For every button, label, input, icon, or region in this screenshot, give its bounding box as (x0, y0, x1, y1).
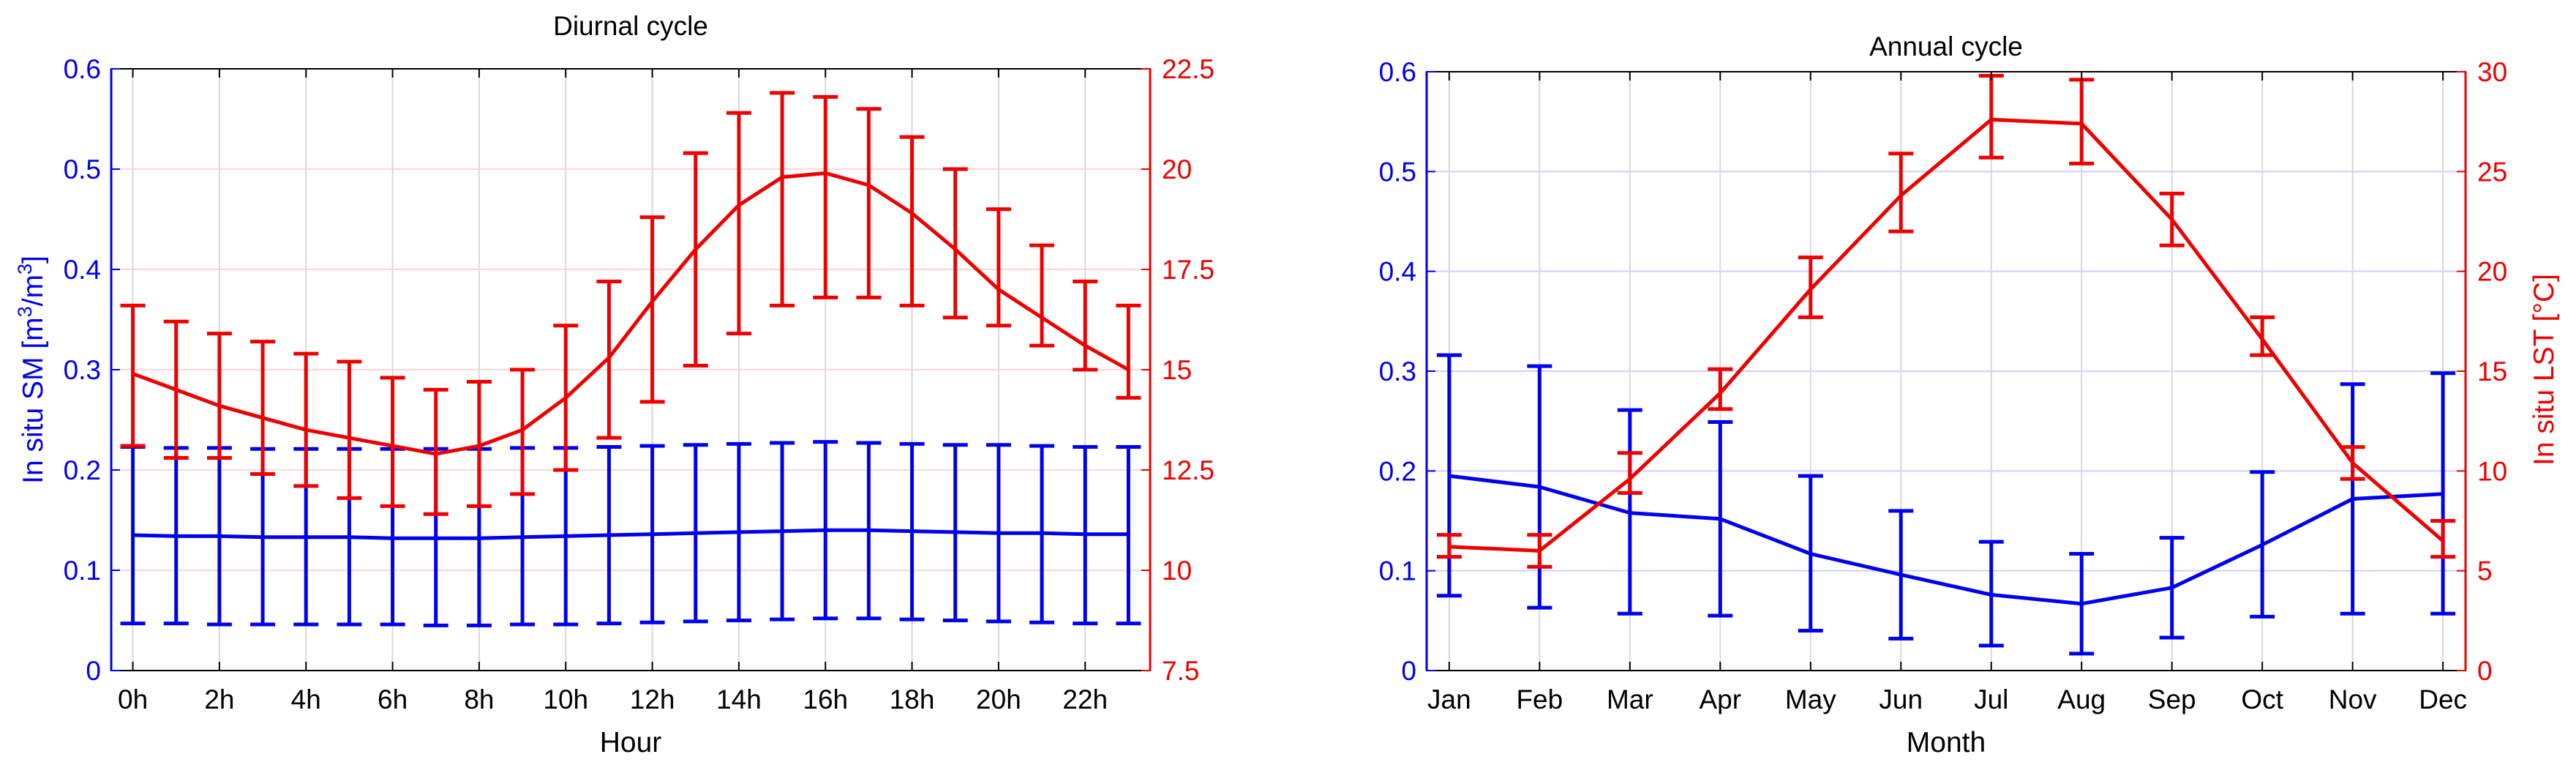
annual-right-y-tick-label: 25 (2477, 157, 2507, 187)
diurnal-x-tick-label: 4h (291, 684, 321, 714)
annual-x-tick-label: Nov (2329, 684, 2377, 714)
diurnal-x-axis-label: Hour (600, 727, 662, 758)
diurnal-left-y-tick-label: 0 (86, 656, 101, 686)
annual-x-tick-label: Mar (1607, 684, 1653, 714)
annual-right-y-axis-label: In situ LST [°C] (2528, 274, 2560, 466)
diurnal-x-tick-label: 0h (118, 684, 148, 714)
annual-x-tick-label: Jan (1427, 684, 1471, 714)
annual-left-y-tick-label: 0.1 (1379, 556, 1416, 586)
diurnal-left-y-tick-label: 0.5 (64, 154, 101, 184)
diurnal-left-y-tick-label: 0.2 (64, 455, 101, 485)
annual-x-tick-label: Oct (2241, 684, 2283, 714)
ylabel-part-post: ] (18, 255, 49, 264)
annual-x-tick-label: Aug (2057, 684, 2106, 714)
diurnal-right-y-tick-label: 7.5 (1162, 656, 1199, 686)
annual-sm-series-line (1449, 474, 2444, 606)
diurnal-x-tick-label: 10h (543, 684, 588, 714)
annual-x-tick-label: Jun (1879, 684, 1923, 714)
annual-x-tick-label: Apr (1700, 684, 1742, 714)
annual-left-y-tick-label: 0 (1401, 656, 1416, 686)
annual-left-y-tick-label: 0.4 (1379, 257, 1416, 287)
annual-right-y-tick-label: 15 (2477, 357, 2507, 387)
diurnal-right-y-tick-label: 10 (1162, 556, 1192, 586)
annual-x-tick-label: May (1785, 684, 1836, 714)
annual-x-axis-label: Month (1907, 727, 1986, 758)
diurnal-x-tick-label: 20h (976, 684, 1021, 714)
annual-series (1436, 73, 2456, 656)
diurnal-x-tick-label: 18h (890, 684, 935, 714)
annual-x-tick-label: Jul (1974, 684, 2008, 714)
diurnal-chart-title: Diurnal cycle (553, 11, 708, 41)
annual-x-tick-label: Sep (2148, 684, 2196, 714)
annual-right-y-tick-label: 10 (2477, 456, 2507, 486)
ylabel-part-sup2: 3 (14, 264, 36, 275)
annual-x-tick-label: Feb (1516, 684, 1563, 714)
ylabel-part-mid: /m (18, 275, 49, 306)
annual-left-y-tick-label: 0.5 (1379, 157, 1416, 187)
diurnal-left-y-axis-label: In situ SM [m3/m3] (14, 255, 49, 484)
diurnal-right-y-tick-label: 12.5 (1162, 455, 1214, 485)
ylabel-part-sup1: 3 (14, 306, 36, 317)
diurnal-sm-series-line (132, 528, 1129, 540)
annual-grid (1427, 72, 2466, 671)
diurnal-x-tick-label: 16h (803, 684, 848, 714)
diurnal-x-tick-label: 6h (378, 684, 408, 714)
diurnal-series (120, 91, 1141, 627)
annual-right-y-tick-label: 20 (2477, 257, 2507, 287)
annual-left-y-tick-label: 0.6 (1379, 57, 1416, 87)
annual-chart-title: Annual cycle (1869, 31, 2023, 61)
annual-left-y-tick-label: 0.3 (1379, 357, 1416, 387)
diurnal-left-y-tick-label: 0.1 (64, 556, 101, 586)
diurnal-right-y-tick-label: 20 (1162, 154, 1192, 184)
diurnal-lst-series-line (132, 171, 1130, 456)
diurnal-left-y-tick-label: 0.3 (64, 355, 101, 385)
diurnal-x-tick-label: 2h (204, 684, 234, 714)
annual-right-y-tick-label: 5 (2477, 556, 2493, 586)
diurnal-x-tick-label: 12h (630, 684, 675, 714)
diurnal-right-y-tick-label: 15 (1162, 355, 1192, 385)
diurnal-axes: 0h 2h 4h 6h 8h 10h 12h 14h 16h 18h 20h 22h 0 0.1 0.2 0.… (64, 54, 1214, 714)
annual-x-tick-label: Dec (2419, 684, 2467, 714)
diurnal-grid (111, 69, 1150, 671)
annual-right-y-tick-label: 0 (2477, 656, 2493, 686)
diurnal-x-tick-label: 8h (464, 684, 494, 714)
ylabel-part-pre: In situ SM [m (18, 317, 49, 484)
diurnal-x-tick-label: 22h (1062, 684, 1108, 714)
diurnal-x-tick-label: 14h (716, 684, 762, 714)
diurnal-right-y-tick-label: 17.5 (1162, 255, 1214, 285)
diurnal-right-y-tick-label: 22.5 (1162, 54, 1214, 84)
diurnal-left-y-tick-label: 0.6 (64, 54, 101, 84)
diurnal-cycle-chart: 0h 2h 4h 6h 8h 10h 12h 14h 16h 18h 20h 22h 0 0.1 0.2 0.… (14, 11, 1214, 758)
annual-cycle-chart: Jan Feb Mar Apr May Jun Jul Aug Sep Oct Nov Dec 0 0.1… (1379, 31, 2560, 758)
annual-lst-series-line (1449, 117, 2444, 553)
diurnal-left-y-tick-label: 0.4 (64, 255, 101, 285)
annual-right-y-tick-label: 30 (2477, 57, 2507, 87)
annual-axes: Jan Feb Mar Apr May Jun Jul Aug Sep Oct Nov Dec 0 0.1… (1379, 57, 2508, 714)
annual-left-y-tick-label: 0.2 (1379, 456, 1416, 486)
